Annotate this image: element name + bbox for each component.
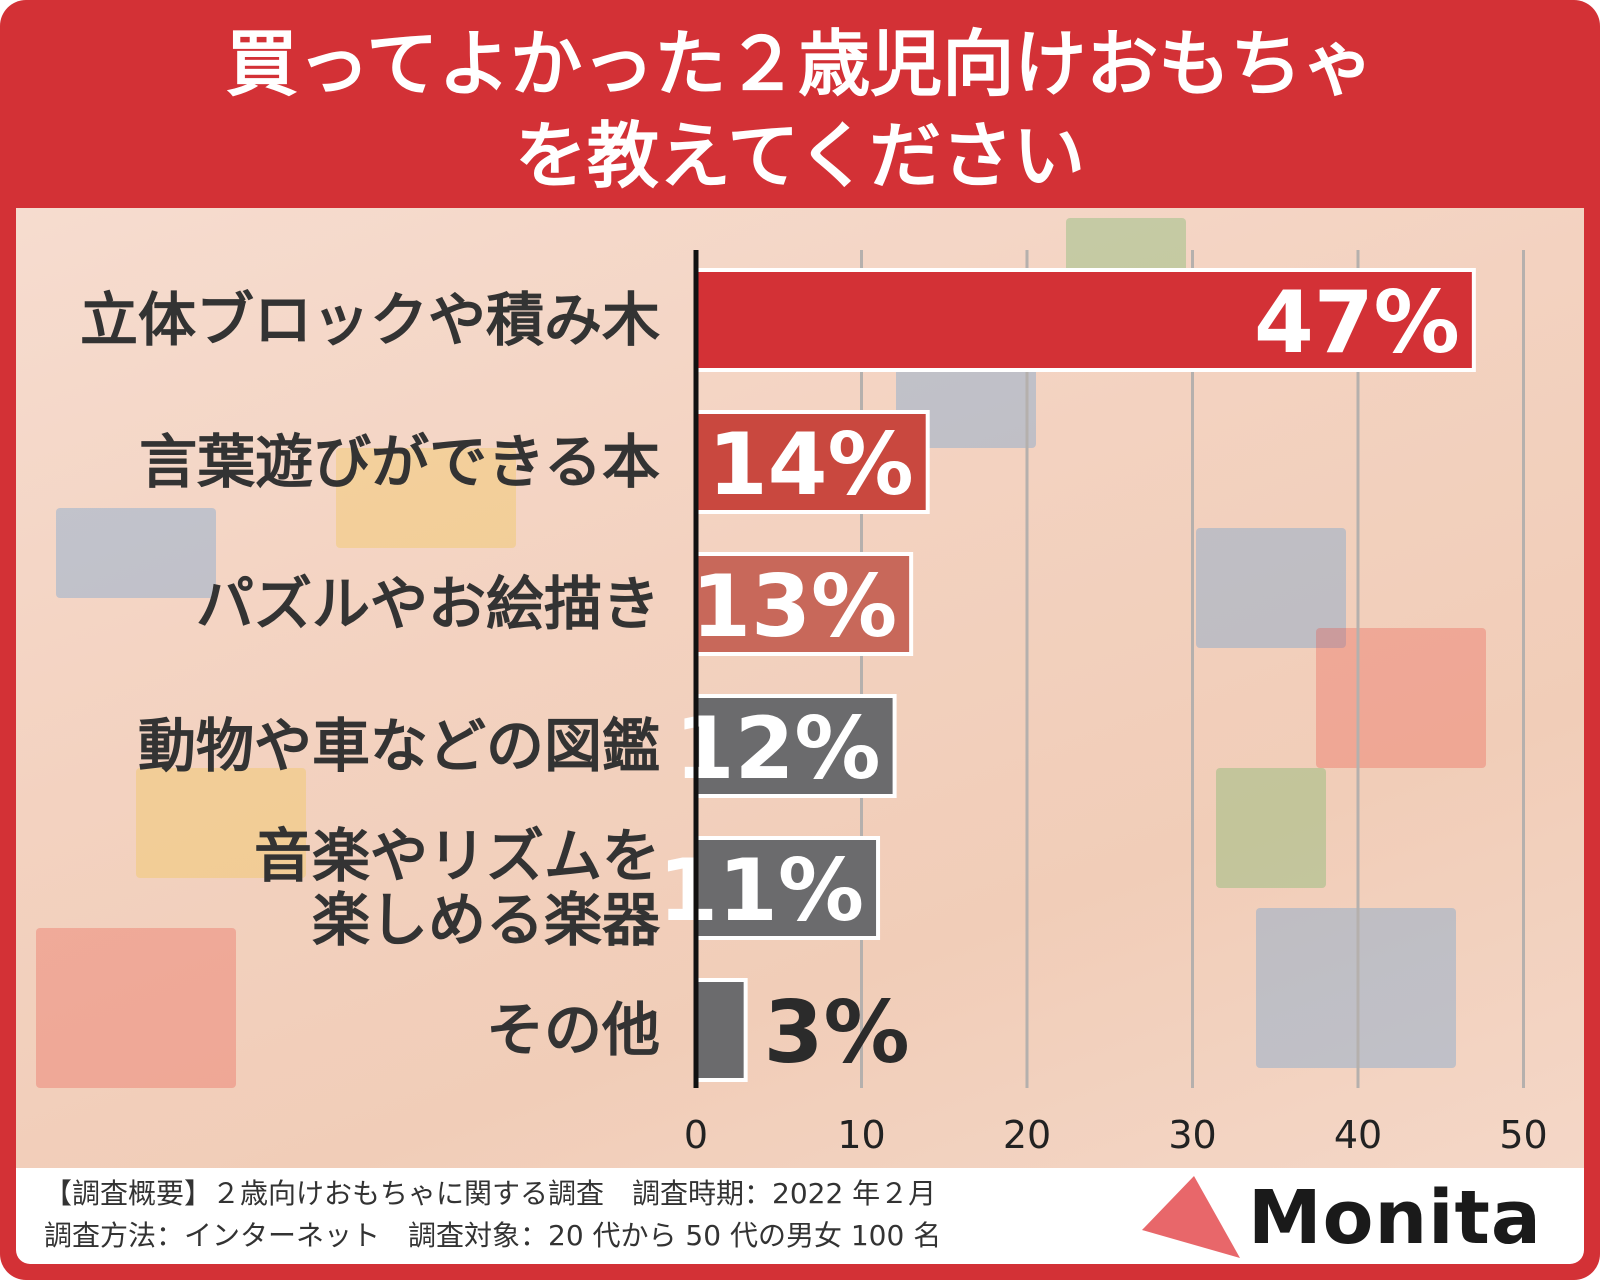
category-label: パズルやお絵描き [196,570,660,638]
category-label: 楽しめる楽器 [312,886,661,954]
monita-logo: Monita [1248,1175,1542,1261]
monita-logo-mark [1142,1176,1240,1258]
bar-value-label: 3% [764,983,910,1083]
x-tick-label: 10 [837,1113,885,1157]
plot-background [16,208,1584,1168]
logo-triangle-icon [1142,1176,1240,1258]
bar [694,268,1476,372]
category-label: 音楽やリズムを [254,822,660,890]
bar-value-label: 11% [658,841,864,941]
bar-value-label: 47% [1254,273,1460,373]
bar [694,978,748,1082]
bar [694,552,914,656]
survey-note-line-1: 【調査概要】２歳向けおもちゃに関する調査 調査時期：2022 年２月 [44,1177,937,1210]
toy-block-decoration [56,508,216,598]
bar [694,410,930,514]
toy-block-decoration [1316,628,1486,768]
x-tick-label: 30 [1168,1113,1216,1157]
category-label: その他 [486,996,660,1064]
toy-block-decoration [336,448,516,548]
title-line-2: を教えてください [514,114,1086,198]
toy-block-decoration [136,768,306,878]
survey-note-line-2: 調査方法：インターネット 調査対象：20 代から 50 代の男女 100 名 [44,1219,942,1252]
title-line-1: 買ってよかった２歳児向けおもちゃ [225,22,1375,106]
bar-value-label: 12% [675,699,881,799]
toy-block-decoration [1196,528,1346,648]
category-label: 立体ブロックや積み木 [80,286,660,354]
category-label: 言葉遊びができる本 [139,428,660,496]
x-tick-label: 0 [684,1113,708,1157]
toy-block-decoration [1256,908,1456,1068]
chart-title: 買ってよかった２歳児向けおもちゃ を教えてください [0,18,1600,202]
toy-block-decoration [36,928,236,1088]
x-tick-label: 50 [1499,1113,1547,1157]
bar-value-label: 13% [691,557,897,657]
bar [694,836,881,940]
toy-block-decoration [1216,768,1326,888]
x-tick-label: 20 [1003,1113,1051,1157]
bar-value-label: 14% [708,415,914,515]
x-tick-label: 40 [1334,1113,1382,1157]
category-label: 動物や車などの図鑑 [138,712,660,780]
survey-footer: 【調査概要】２歳向けおもちゃに関する調査 調査時期：2022 年２月 調査方法：… [16,1168,1584,1264]
